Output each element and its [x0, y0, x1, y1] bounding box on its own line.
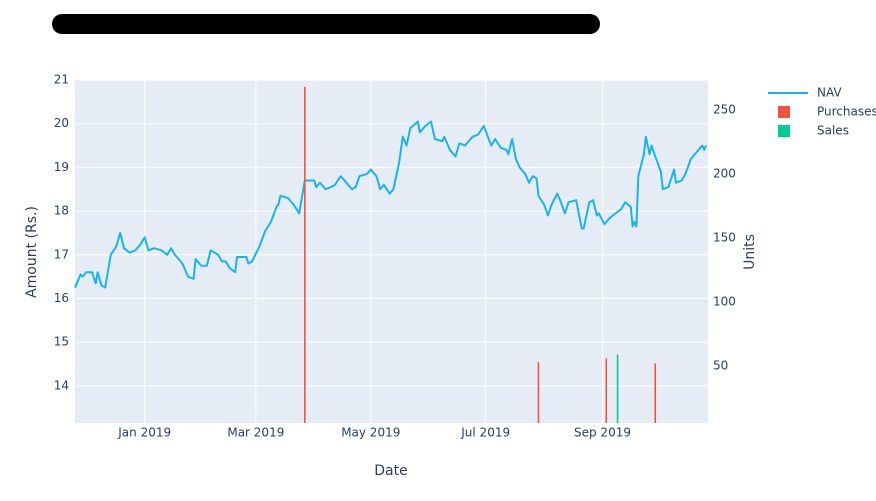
legend-label: NAV — [817, 86, 842, 100]
y-tick-label: 15 — [54, 335, 69, 349]
redaction — [52, 14, 600, 34]
nav-line — [74, 120, 708, 289]
y2-tick-label: 250 — [713, 102, 736, 116]
legend-swatch — [778, 125, 790, 137]
y-tick-label: 18 — [54, 204, 69, 218]
legend-label: Sales — [817, 124, 849, 138]
y2-tick-label: 100 — [713, 295, 736, 309]
y2-tick-label: 50 — [713, 359, 728, 373]
y-axis-title: Amount (Rs.) — [24, 206, 40, 298]
y2-tick-label: 200 — [713, 166, 736, 180]
legend-swatch — [778, 106, 790, 118]
y-tick-label: 14 — [54, 378, 69, 392]
legend-label: Purchases — [817, 105, 876, 119]
y2-tick-label: 150 — [713, 230, 736, 244]
x-tick-label: May 2019 — [341, 426, 400, 440]
y-tick-label: 17 — [54, 247, 69, 261]
bar — [654, 363, 657, 423]
y-tick-label: 19 — [54, 160, 69, 174]
bar — [605, 358, 608, 423]
x-tick-label: Mar 2019 — [227, 426, 284, 440]
bar — [304, 86, 306, 424]
x-tick-label: Jan 2019 — [117, 426, 171, 440]
y-tick-label: 16 — [54, 291, 69, 305]
y2-axis-title: Units — [742, 234, 758, 270]
x-tick-label: Jul 2019 — [460, 426, 510, 440]
y-tick-label: 20 — [54, 116, 69, 130]
bar — [537, 362, 540, 423]
bar — [616, 354, 619, 423]
x-tick-label: Sep 2019 — [574, 426, 631, 440]
y-tick-label: 21 — [54, 73, 69, 87]
x-axis-title: Date — [374, 463, 407, 479]
